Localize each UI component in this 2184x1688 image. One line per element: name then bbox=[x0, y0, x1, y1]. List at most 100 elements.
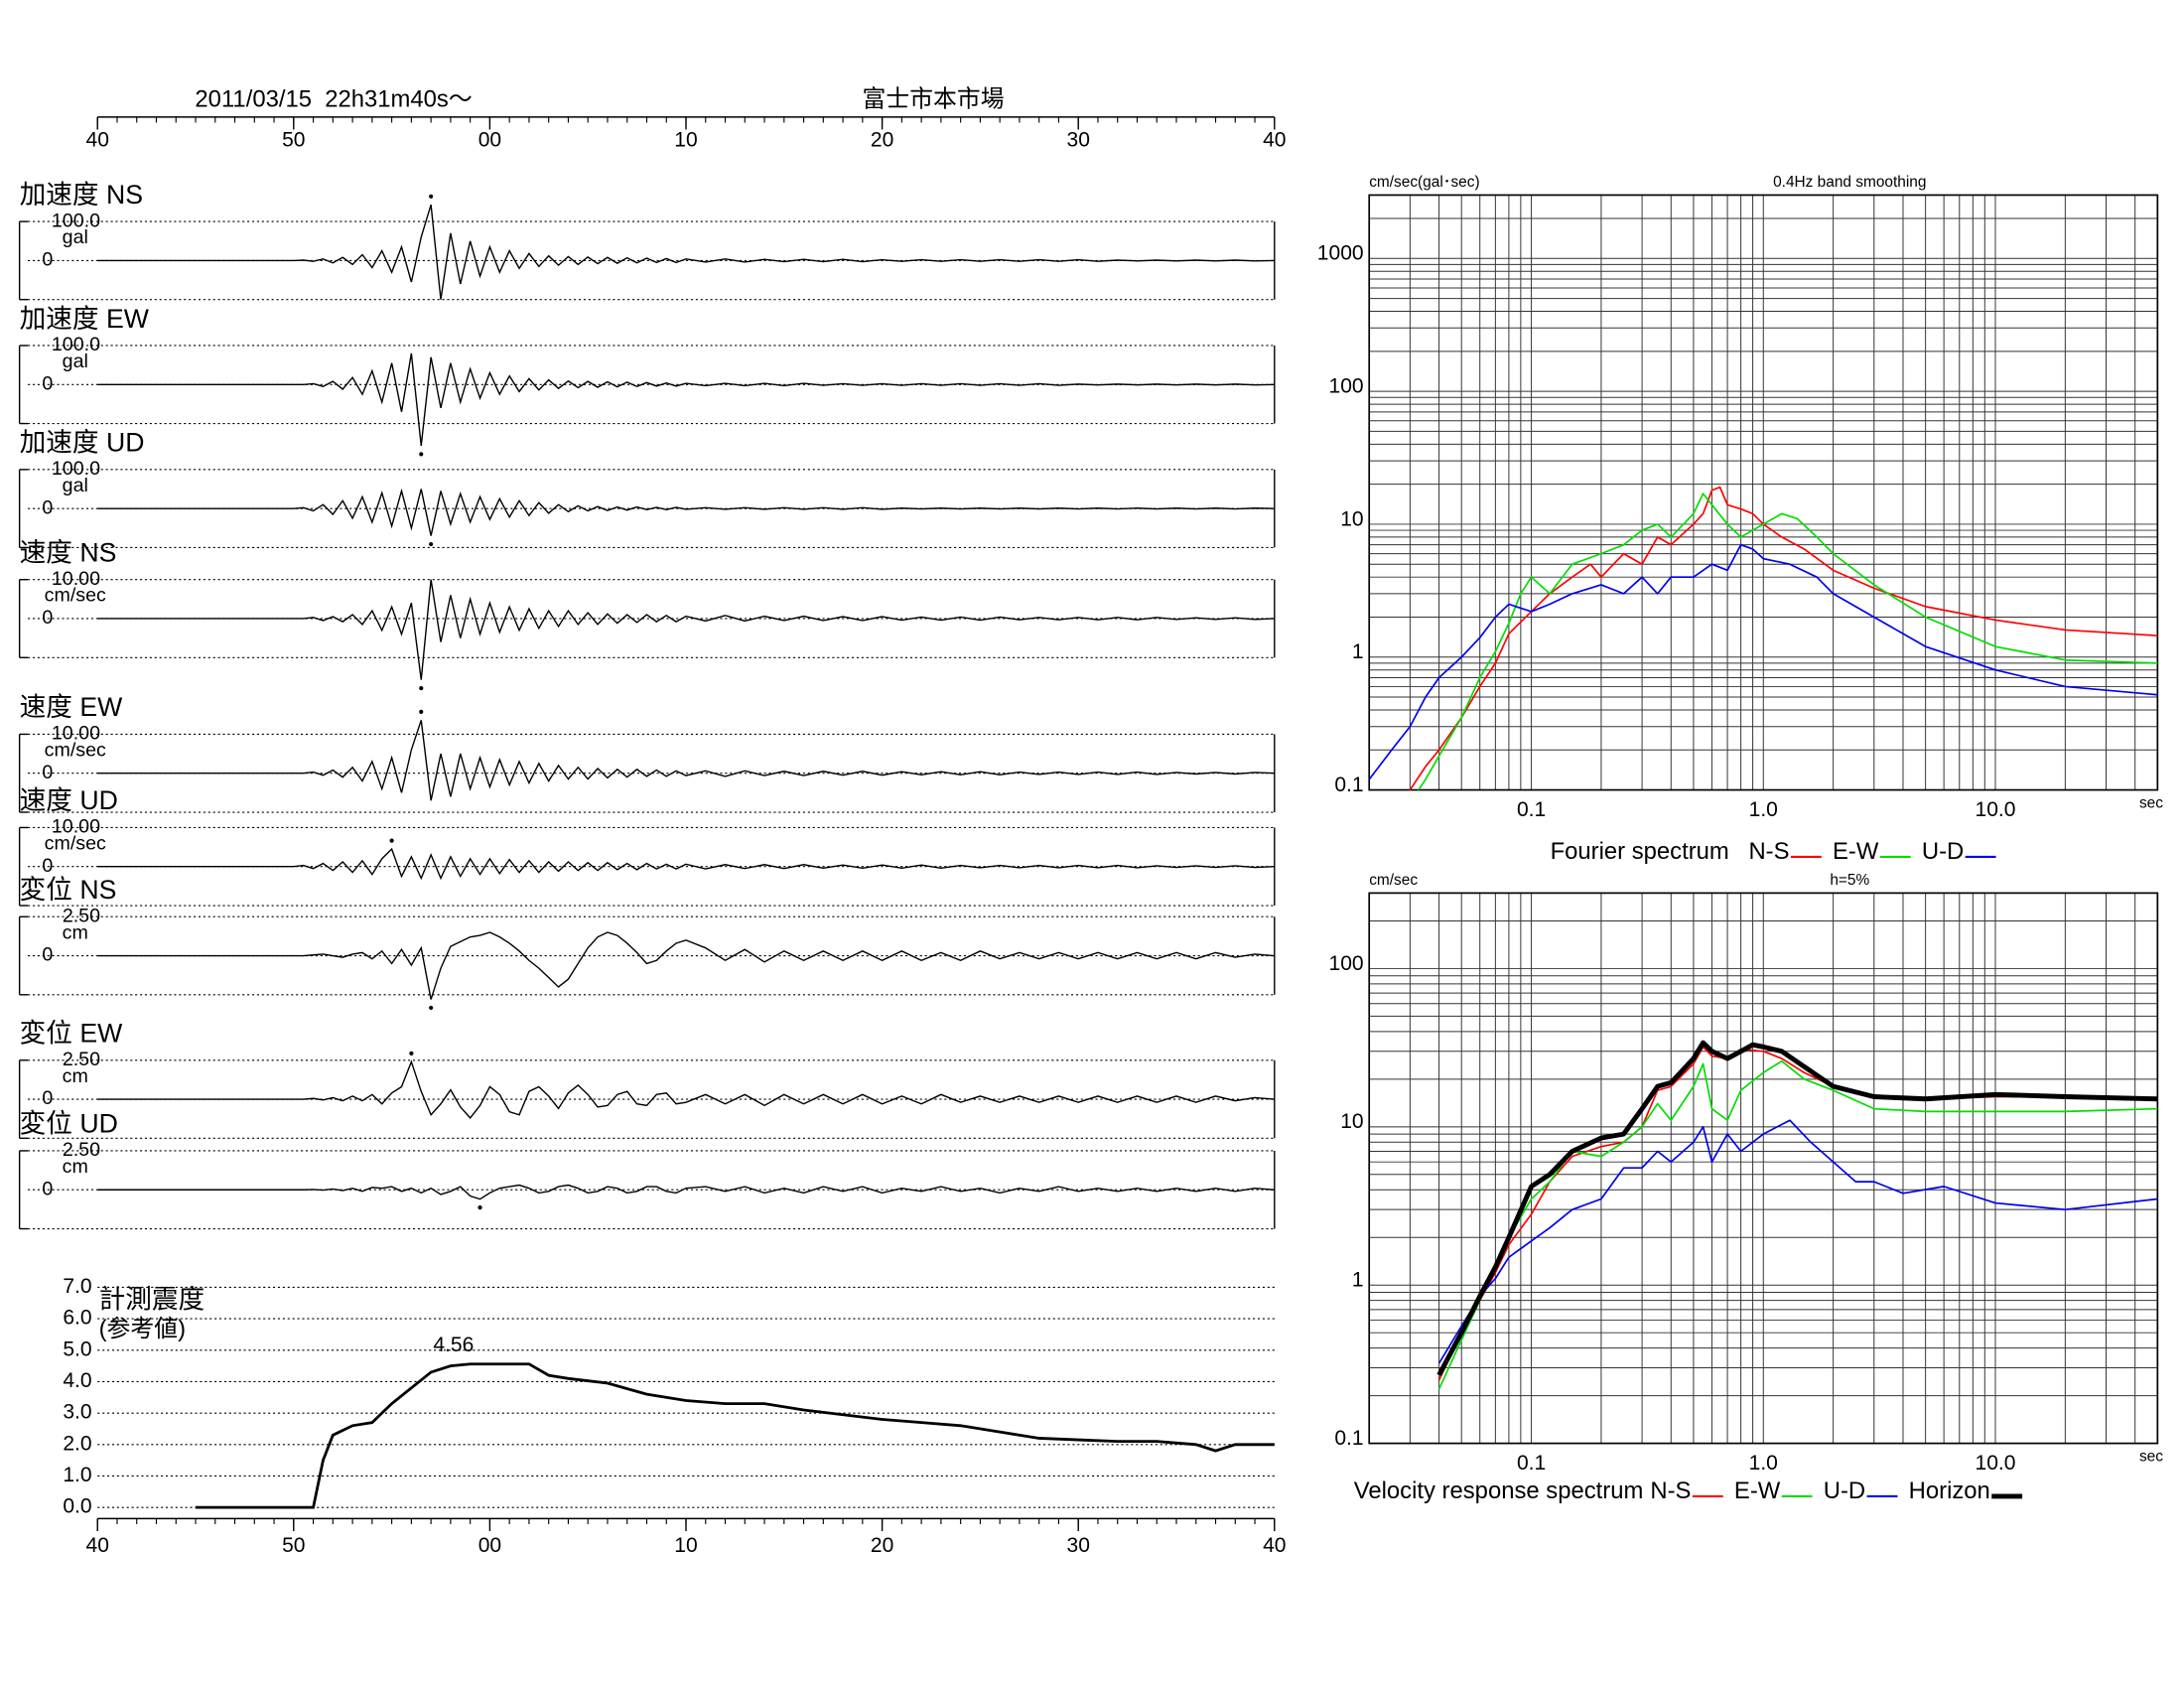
x-tick-label: 10.0 bbox=[1976, 798, 2016, 821]
y-tick-label: 10.00 bbox=[52, 723, 100, 745]
x-tick-label: 0.1 bbox=[1517, 1452, 1546, 1475]
y-tick-label: 4.0 bbox=[63, 1369, 91, 1392]
y-tick-label: 0 bbox=[42, 1087, 53, 1109]
peak-dot bbox=[389, 838, 394, 843]
x-tick-label: 20 bbox=[871, 128, 893, 151]
x-tick-label: 50 bbox=[282, 128, 305, 151]
trace-label: 加速度 NS bbox=[20, 180, 143, 210]
plot-frame bbox=[1368, 892, 2159, 1445]
trace-label: 加速度 EW bbox=[20, 304, 150, 334]
peak-dot bbox=[409, 1051, 414, 1056]
peak-dot bbox=[419, 452, 424, 457]
waveform bbox=[97, 488, 1275, 536]
trace-label: 速度 NS bbox=[20, 537, 117, 567]
unit-label: cm bbox=[63, 1156, 88, 1178]
y-tick-label: 0 bbox=[42, 372, 53, 394]
legend-label: U-D bbox=[1922, 838, 1964, 865]
intensity-line bbox=[196, 1362, 1275, 1509]
y-tick-label: 0 bbox=[42, 1178, 53, 1199]
unit-label: cm/sec bbox=[45, 832, 106, 854]
x-tick-label: 0.1 bbox=[1517, 798, 1546, 821]
spectrum-line bbox=[1417, 492, 2158, 790]
y-tick-label: 0 bbox=[42, 607, 53, 629]
x-tick-label: 10.0 bbox=[1976, 1452, 2016, 1475]
x-tick-label: 30 bbox=[1067, 128, 1090, 151]
station-name: 富士市本市場 bbox=[863, 85, 1005, 112]
peak-label: 4.56 bbox=[433, 1334, 474, 1356]
y-tick-label: 100 bbox=[1329, 374, 1364, 397]
x-tick-label: 10 bbox=[674, 128, 697, 151]
y-tick-label: 6.0 bbox=[63, 1307, 91, 1330]
y-tick-label: 100.0 bbox=[52, 458, 100, 480]
y-axis-label: cm/sec bbox=[1369, 872, 1418, 889]
waveform bbox=[97, 847, 1275, 881]
y-tick-label: 7.0 bbox=[63, 1275, 91, 1298]
legend-label: N-S bbox=[1748, 838, 1789, 865]
y-tick-label: 0 bbox=[42, 496, 53, 518]
series-group bbox=[1436, 1040, 2158, 1390]
waveform bbox=[97, 352, 1275, 447]
trace-label: 速度 UD bbox=[20, 785, 118, 815]
legend-title: Velocity response spectrum bbox=[1354, 1477, 1644, 1504]
trace-label: 速度 EW bbox=[20, 692, 123, 722]
y-tick-label: 1 bbox=[1352, 640, 1364, 663]
x-tick-label: 20 bbox=[871, 1534, 893, 1557]
unit-label: cm bbox=[63, 1065, 88, 1087]
trace-label: 変位 NS bbox=[20, 875, 117, 905]
waveform bbox=[97, 1059, 1275, 1119]
x-axis-label: sec bbox=[2139, 795, 2163, 812]
trace-label: 加速度 UD bbox=[20, 428, 145, 458]
series-group bbox=[1369, 486, 2158, 790]
x-tick-label: 00 bbox=[478, 128, 501, 151]
chart-title: 計測震度 bbox=[99, 1285, 205, 1315]
trace-label: 変位 UD bbox=[20, 1109, 118, 1139]
x-tick-label: 10 bbox=[674, 1534, 697, 1557]
x-tick-label: 00 bbox=[478, 1534, 501, 1557]
legend-label: E-W bbox=[1833, 838, 1879, 865]
y-tick-label: 2.50 bbox=[63, 905, 100, 926]
chart-subtitle: (参考値) bbox=[99, 1316, 186, 1342]
y-tick-label: 2.0 bbox=[63, 1432, 91, 1455]
legend-label: U-D bbox=[1824, 1477, 1865, 1504]
y-tick-label: 10.00 bbox=[52, 568, 100, 590]
peak-dot bbox=[429, 1005, 434, 1011]
plot-frame bbox=[1368, 194, 2159, 791]
y-tick-label: 0.1 bbox=[1334, 774, 1363, 796]
x-tick-label: 40 bbox=[1263, 1534, 1286, 1557]
y-tick-label: 0.0 bbox=[63, 1495, 91, 1518]
waveform bbox=[97, 1184, 1275, 1200]
x-tick-label: 1.0 bbox=[1749, 1452, 1778, 1475]
x-axis-label: sec bbox=[2139, 1449, 2163, 1466]
y-tick-label: 2.50 bbox=[63, 1049, 100, 1070]
y-tick-label: 3.0 bbox=[63, 1401, 91, 1424]
x-tick-label: 40 bbox=[86, 128, 109, 151]
waveform bbox=[97, 579, 1275, 680]
unit-label: cm/sec bbox=[45, 585, 106, 607]
y-tick-label: 2.50 bbox=[63, 1139, 100, 1161]
peak-dot bbox=[429, 194, 434, 199]
y-tick-label: 5.0 bbox=[63, 1337, 91, 1360]
peak-dot bbox=[419, 685, 424, 691]
y-tick-label: 10 bbox=[1340, 507, 1363, 530]
y-tick-label: 0 bbox=[42, 944, 53, 966]
y-tick-label: 10 bbox=[1340, 1110, 1363, 1133]
y-tick-label: 0.1 bbox=[1334, 1427, 1363, 1450]
y-tick-label: 10.00 bbox=[52, 816, 100, 838]
waveform bbox=[97, 931, 1275, 1000]
y-tick-label: 0 bbox=[42, 762, 53, 783]
spectrum-line bbox=[1369, 543, 2158, 780]
y-tick-label: 0 bbox=[42, 855, 53, 877]
y-tick-label: 1 bbox=[1352, 1269, 1364, 1292]
y-tick-label: 0 bbox=[42, 249, 53, 271]
legend-title: Fourier spectrum bbox=[1551, 838, 1729, 865]
x-tick-label: 40 bbox=[86, 1534, 109, 1557]
spectrum-line bbox=[1408, 486, 2158, 790]
unit-label: cm/sec bbox=[45, 739, 106, 761]
unit-label: gal bbox=[63, 351, 88, 372]
legend-label: Horizon bbox=[1909, 1477, 1990, 1504]
unit-label: gal bbox=[63, 475, 88, 496]
waveform bbox=[97, 205, 1275, 300]
peak-dot bbox=[478, 1204, 482, 1210]
trace-label: 変位 EW bbox=[20, 1019, 123, 1049]
